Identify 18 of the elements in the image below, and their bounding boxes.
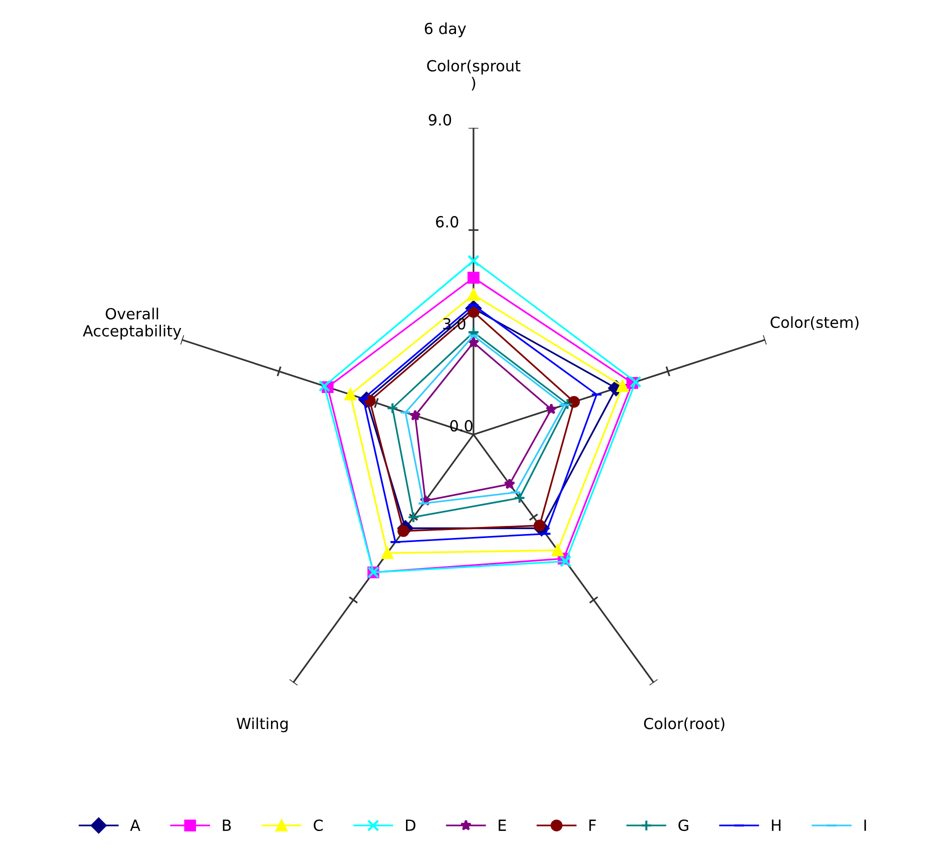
spoke-label: Wilting	[236, 717, 288, 732]
legend-label: C	[314, 819, 323, 832]
legend-label: B	[222, 820, 231, 831]
legend-label: I	[864, 820, 866, 831]
y-tick-label: 6.0	[436, 216, 458, 228]
legend-label: H	[772, 820, 780, 831]
spoke-label: Color(stem)	[770, 316, 859, 330]
legend-label: A	[130, 820, 140, 831]
legend-label: D	[406, 820, 416, 831]
spoke-label: Overall Acceptability	[82, 308, 182, 340]
legend-label: E	[498, 820, 506, 831]
y-tick-label: 9.0	[428, 114, 452, 126]
spoke-label: Color(root)	[644, 717, 724, 732]
chart-title: 6 day	[424, 22, 466, 38]
spoke-label: Color(sprout )	[427, 60, 520, 90]
legend-label: F	[589, 820, 596, 831]
legend-label: G	[678, 819, 688, 832]
y-tick-label: 0.0	[450, 420, 472, 432]
